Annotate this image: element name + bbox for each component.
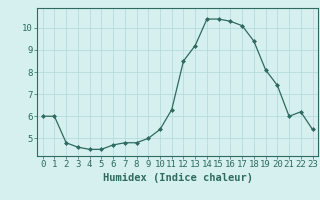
- X-axis label: Humidex (Indice chaleur): Humidex (Indice chaleur): [103, 173, 252, 183]
